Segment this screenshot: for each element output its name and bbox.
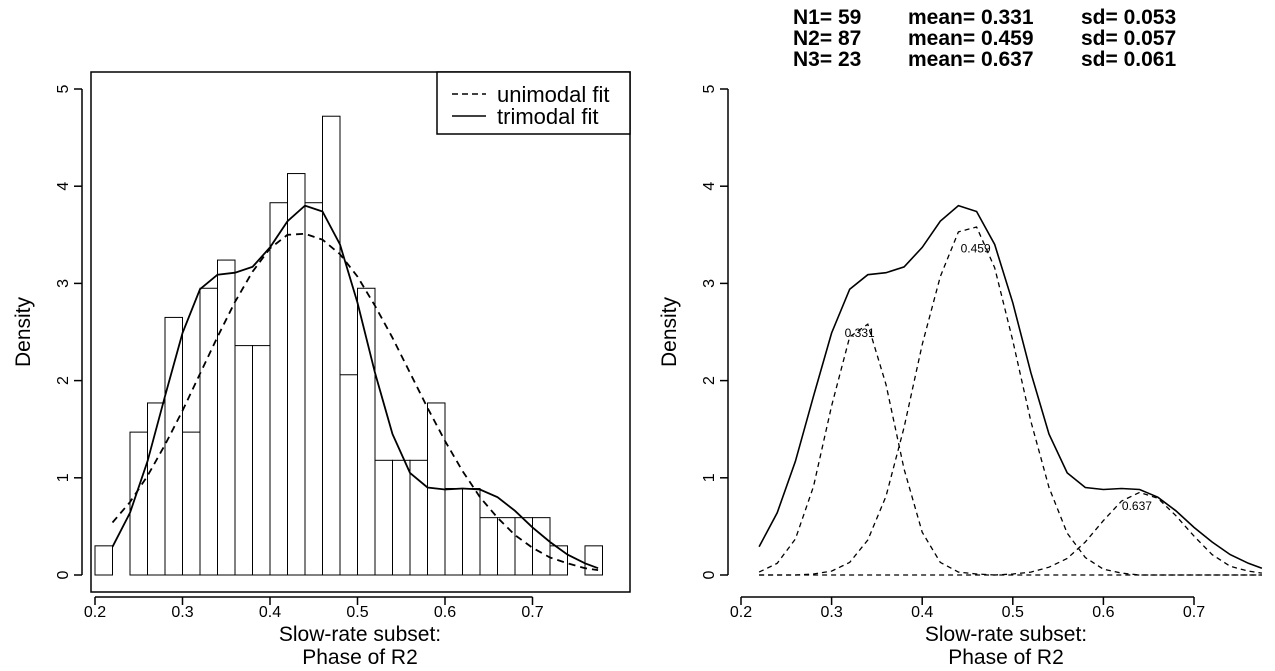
component-1-curve xyxy=(758,323,1262,576)
component-3-curve xyxy=(759,491,1262,576)
legend: unimodal fit trimodal fit xyxy=(436,71,631,135)
left-panel: 0.2 0.3 0.4 0.5 0.6 0.7 0 1 2 3 4 5 Slow-rate subs… xyxy=(12,71,631,669)
legend-label-unimodal: unimodal fit xyxy=(497,82,610,107)
histogram-bar xyxy=(462,487,481,576)
right-density-curves xyxy=(758,204,1263,576)
left-y-tick-label: 0 xyxy=(55,570,72,579)
left-y-tick-label: 5 xyxy=(55,84,72,93)
left-x-tick-label: 0.7 xyxy=(521,604,543,621)
left-x-tick-label: 0.2 xyxy=(84,604,106,621)
right-panel: N1= 59 mean= 0.331 sd= 0.053 N2= 87 mean… xyxy=(658,6,1263,669)
histogram-bar xyxy=(532,517,551,576)
right-y-axis: 0 1 2 3 4 5 xyxy=(701,84,729,579)
right-x-tick-label: 0.6 xyxy=(1092,604,1114,621)
histogram-bar xyxy=(269,202,288,576)
legend-box xyxy=(436,71,631,135)
right-x-tick-label: 0.3 xyxy=(820,604,842,621)
peak-label: 0.331 xyxy=(845,326,875,340)
histogram-bar xyxy=(217,259,236,576)
stats-mean2: mean= 0.459 xyxy=(908,27,1034,50)
histogram-bar xyxy=(304,202,323,576)
histogram-bar xyxy=(479,517,498,576)
left-y-tick-label: 2 xyxy=(55,376,72,385)
stats-mean3: mean= 0.637 xyxy=(908,48,1034,71)
stats-n3: N3= 23 xyxy=(793,48,861,71)
histogram-bar xyxy=(409,459,428,576)
stats-sd3: sd= 0.061 xyxy=(1081,48,1176,71)
stats-header: N1= 59 mean= 0.331 sd= 0.053 N2= 87 mean… xyxy=(793,6,1176,71)
right-y-axis-title: Density xyxy=(658,296,681,367)
trimodal-fit-curve xyxy=(111,204,599,570)
histogram-bar xyxy=(252,345,271,576)
right-x-axis: 0.2 0.3 0.4 0.5 0.6 0.7 xyxy=(730,596,1205,621)
right-x-axis-title-line2: Phase of R2 xyxy=(948,646,1064,669)
left-fit-curves xyxy=(111,204,599,571)
left-y-axis: 0 1 2 3 4 5 xyxy=(55,84,83,579)
right-peak-labels: 0.331 0.459 0.637 xyxy=(845,241,1153,513)
histogram-bar xyxy=(322,115,341,576)
stats-n1: N1= 59 xyxy=(793,6,861,29)
left-plot-frame xyxy=(90,71,631,593)
histogram-bar xyxy=(339,374,358,576)
histogram-bar xyxy=(444,487,463,576)
right-x-tick-label: 0.5 xyxy=(1002,604,1024,621)
right-x-tick-label: 0.7 xyxy=(1183,604,1205,621)
mixture-density-curve xyxy=(758,204,1263,569)
left-x-axis-title-line2: Phase of R2 xyxy=(302,646,418,669)
right-y-tick-label: 4 xyxy=(701,182,718,191)
right-x-axis-title-line1: Slow-rate subset: xyxy=(925,623,1087,646)
histogram-bar xyxy=(164,316,183,576)
peak-label: 0.637 xyxy=(1122,499,1152,513)
legend-label-trimodal: trimodal fit xyxy=(497,104,598,129)
stats-mean1: mean= 0.331 xyxy=(908,6,1034,29)
left-x-tick-label: 0.3 xyxy=(171,604,193,621)
left-y-tick-label: 1 xyxy=(55,473,72,482)
right-y-tick-label: 0 xyxy=(701,570,718,579)
unimodal-fit-curve xyxy=(111,232,599,571)
left-x-tick-label: 0.6 xyxy=(434,604,456,621)
histogram-bar xyxy=(182,431,201,576)
stats-n2: N2= 87 xyxy=(793,27,861,50)
right-x-tick-label: 0.2 xyxy=(730,604,752,621)
left-y-tick-label: 4 xyxy=(55,182,72,191)
histogram-bar xyxy=(584,545,603,576)
histogram-bar xyxy=(374,459,393,576)
right-y-tick-label: 3 xyxy=(701,279,718,288)
stats-sd2: sd= 0.057 xyxy=(1081,27,1176,50)
histogram-bar xyxy=(234,345,253,576)
right-y-tick-label: 2 xyxy=(701,376,718,385)
histogram-bars xyxy=(94,115,603,576)
peak-label: 0.459 xyxy=(961,241,991,255)
component-2-curve xyxy=(759,226,1262,576)
right-x-tick-label: 0.4 xyxy=(911,604,933,621)
histogram-bar xyxy=(392,459,411,576)
histogram-bar xyxy=(497,517,516,576)
stats-sd1: sd= 0.053 xyxy=(1081,6,1176,29)
histogram-bar xyxy=(199,287,218,576)
left-x-tick-label: 0.4 xyxy=(259,604,281,621)
left-y-axis-title: Density xyxy=(12,296,35,367)
left-y-tick-label: 3 xyxy=(55,279,72,288)
histogram-bar xyxy=(94,545,113,576)
left-x-tick-label: 0.5 xyxy=(346,604,368,621)
right-y-tick-label: 5 xyxy=(701,84,718,93)
histogram-bar xyxy=(357,287,376,576)
left-x-axis: 0.2 0.3 0.4 0.5 0.6 0.7 xyxy=(84,596,544,621)
left-x-axis-title-line1: Slow-rate subset: xyxy=(279,623,441,646)
right-y-tick-label: 1 xyxy=(701,473,718,482)
